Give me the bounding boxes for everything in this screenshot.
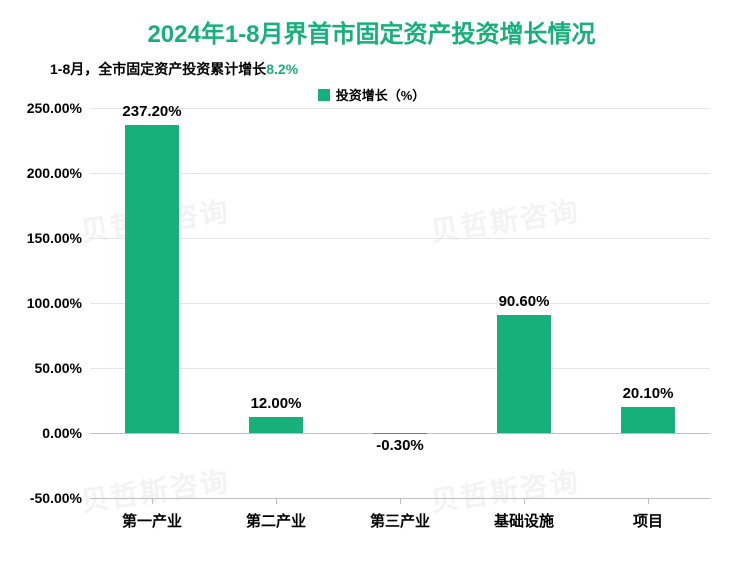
ytick-label: 200.00% — [2, 165, 82, 181]
chart-title: 2024年1-8月界首市固定资产投资增长情况 — [0, 0, 743, 49]
bar — [373, 433, 427, 434]
ytick-label: 100.00% — [2, 295, 82, 311]
bars-container: 237.20% 12.00% -0.30% 90.60% 20.10% — [90, 108, 710, 498]
xtick — [524, 498, 525, 504]
ytick-label: -50.00% — [2, 490, 82, 506]
ytick-label: 150.00% — [2, 230, 82, 246]
xtick-label: 基础设施 — [494, 510, 554, 531]
bar — [125, 125, 179, 433]
ytick-label: 0.00% — [2, 425, 82, 441]
xtick — [276, 498, 277, 504]
bar-group: 90.60% — [462, 108, 586, 498]
bar-value-label: 12.00% — [251, 395, 302, 412]
chart-legend: 投资增长（%） — [0, 83, 743, 110]
bar-value-label: 20.10% — [623, 385, 674, 402]
xtick — [400, 498, 401, 504]
subtitle-prefix: 1-8月，全市固定资产投资累计增长 — [50, 61, 266, 77]
bar — [249, 417, 303, 433]
xtick — [152, 498, 153, 504]
chart-subtitle: 1-8月，全市固定资产投资累计增长8.2% — [0, 49, 743, 83]
legend-label: 投资增长（%） — [336, 88, 426, 103]
bar-group: 12.00% — [214, 108, 338, 498]
bar-group: 20.10% — [586, 108, 710, 498]
bar-group: -0.30% — [338, 108, 462, 498]
chart-plot: -50.00%0.00%50.00%100.00%150.00%200.00%2… — [90, 108, 710, 498]
xtick-label: 第二产业 — [246, 510, 306, 531]
xtick — [648, 498, 649, 504]
bar — [621, 407, 675, 433]
ytick-label: 50.00% — [2, 360, 82, 376]
legend-swatch — [318, 89, 330, 101]
xtick-label: 项目 — [633, 510, 663, 531]
xtick-label: 第一产业 — [122, 510, 182, 531]
ytick-label: 250.00% — [2, 100, 82, 116]
chart-area: -50.00%0.00%50.00%100.00%150.00%200.00%2… — [90, 108, 710, 538]
bar — [497, 315, 551, 433]
bar-value-label: 237.20% — [122, 103, 181, 120]
bar-group: 237.20% — [90, 108, 214, 498]
bar-value-label: 90.60% — [499, 293, 550, 310]
subtitle-highlight: 8.2% — [266, 61, 298, 77]
bar-value-label: -0.30% — [376, 437, 424, 454]
xtick-label: 第三产业 — [370, 510, 430, 531]
